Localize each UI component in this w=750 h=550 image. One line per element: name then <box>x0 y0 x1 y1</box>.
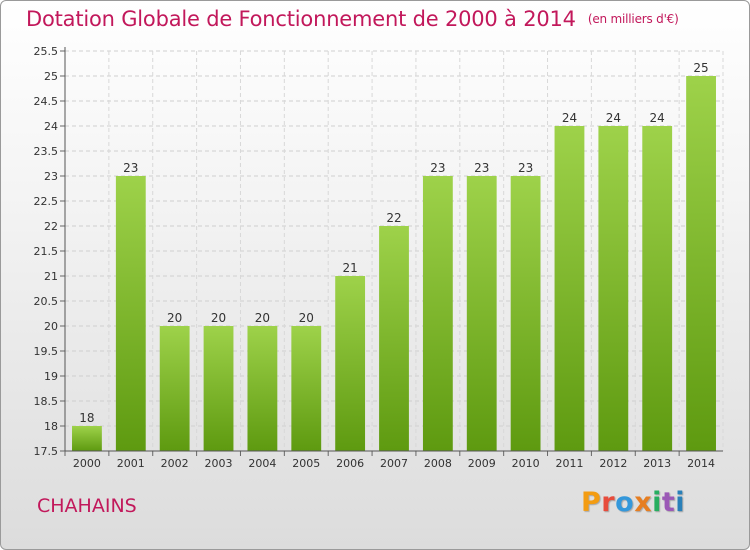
bar-2012 <box>598 126 629 451</box>
x-tick-label: 2014 <box>687 457 715 470</box>
x-tick-label: 2011 <box>555 457 583 470</box>
x-tick-label: 2005 <box>292 457 320 470</box>
x-tick-label: 2009 <box>468 457 496 470</box>
bar-value-label: 18 <box>79 411 94 425</box>
bar-value-label: 20 <box>211 311 226 325</box>
bar-value-label: 20 <box>299 311 314 325</box>
logo-letter: o <box>615 487 635 518</box>
logo-letter: P <box>581 487 602 518</box>
x-tick-label: 2013 <box>643 457 671 470</box>
bar-value-label: 21 <box>342 261 357 275</box>
bar-2001 <box>115 176 146 451</box>
logo-letter: r <box>601 487 616 518</box>
bar-2010 <box>510 176 541 451</box>
bar-value-label: 20 <box>167 311 182 325</box>
y-tick-label: 24 <box>44 120 58 133</box>
logo-letter: x <box>634 487 653 518</box>
bar-value-label: 23 <box>123 161 138 175</box>
bar-2009 <box>466 176 497 451</box>
axis-layer: 17.5 18 18.5 19 19.5 20 20.5 21 21.5 22 22.5 23 23.5… <box>34 45 723 470</box>
bar-2011 <box>554 126 585 451</box>
bar-value-label: 24 <box>650 111 665 125</box>
bar-2008 <box>422 176 453 451</box>
bar-2006 <box>335 276 366 451</box>
bar-value-label: 23 <box>430 161 445 175</box>
y-tick-label: 24.5 <box>34 95 59 108</box>
x-tick-label: 2006 <box>336 457 364 470</box>
x-tick-label: 2012 <box>599 457 627 470</box>
proxiti-logo: Proxiti <box>581 487 685 518</box>
logo-letter: i <box>675 487 686 518</box>
y-tick-label: 25 <box>44 70 58 83</box>
bar-value-label: 22 <box>386 211 401 225</box>
x-tick-label: 2008 <box>424 457 452 470</box>
x-tick-label: 2002 <box>161 457 189 470</box>
y-tick-label: 19.5 <box>34 345 59 358</box>
y-tick-label: 17.5 <box>34 445 59 458</box>
bar-2000 <box>72 426 102 451</box>
y-tick-label: 22.5 <box>34 195 59 208</box>
bar-value-label: 23 <box>518 161 533 175</box>
y-tick-label: 19 <box>44 370 58 383</box>
bar-value-label: 20 <box>255 311 270 325</box>
y-tick-label: 23 <box>44 170 58 183</box>
bar-value-label: 24 <box>562 111 577 125</box>
bar-2002 <box>159 326 190 451</box>
logo-letter: i <box>652 487 662 518</box>
bar-2003 <box>203 326 234 451</box>
bar-value-label: 25 <box>693 61 708 75</box>
y-tick-label: 21.5 <box>34 245 59 258</box>
y-tick-label: 23.5 <box>34 145 59 158</box>
bar-value-label: 23 <box>474 161 489 175</box>
x-tick-label: 2007 <box>380 457 408 470</box>
commune-name: CHAHAINS <box>37 495 137 517</box>
x-tick-label: 2000 <box>73 457 101 470</box>
bar-2014 <box>686 76 716 451</box>
bars-layer: 18 23 20 20 20 20 21 22 23 23 23 24 24 24 25 <box>72 61 716 451</box>
x-tick-label: 2003 <box>205 457 233 470</box>
y-tick-label: 18.5 <box>34 395 59 408</box>
bar-2005 <box>291 326 322 451</box>
bar-value-label: 24 <box>606 111 621 125</box>
y-tick-label: 21 <box>44 270 58 283</box>
y-tick-label: 20.5 <box>34 295 59 308</box>
bar-2013 <box>642 126 673 451</box>
logo-letter: t <box>661 487 676 518</box>
chart-title-block: Dotation Globale de Fonctionnement de 20… <box>26 7 679 31</box>
x-tick-label: 2004 <box>248 457 276 470</box>
y-tick-label: 22 <box>44 220 58 233</box>
x-tick-label: 2010 <box>512 457 540 470</box>
chart-title: Dotation Globale de Fonctionnement de 20… <box>26 7 576 31</box>
chart-unit: (en milliers d'€) <box>587 12 679 26</box>
y-tick-label: 25.5 <box>34 45 59 58</box>
bar-2004 <box>247 326 278 451</box>
bar-2007 <box>379 226 409 451</box>
y-tick-label: 18 <box>44 420 58 433</box>
x-tick-label: 2001 <box>117 457 145 470</box>
y-tick-label: 20 <box>44 320 58 333</box>
